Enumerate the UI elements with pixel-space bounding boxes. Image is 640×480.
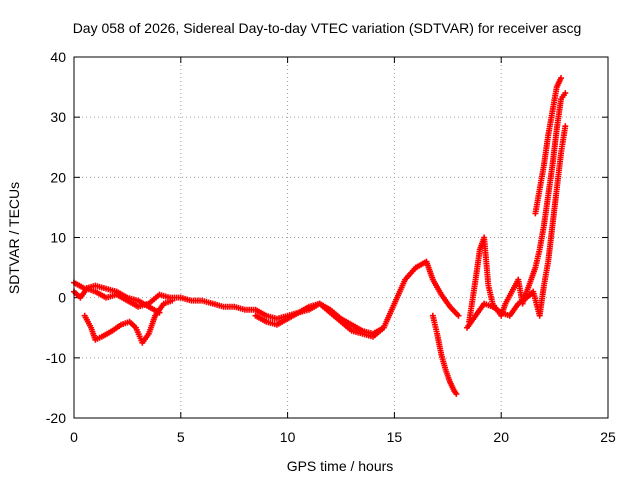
plot-frame [73, 56, 609, 419]
chart-title: Day 058 of 2026, Sidereal Day-to-day VTE… [73, 20, 582, 36]
x-tick-label: 25 [600, 429, 616, 445]
y-tick-label: -20 [46, 410, 66, 426]
data-point [558, 75, 565, 82]
data-point [562, 123, 569, 130]
y-tick-label: 30 [50, 109, 66, 125]
y-tick-label: 40 [50, 49, 66, 65]
y-axis-label: SDTVAR / TECUs [6, 182, 22, 294]
grid [73, 56, 609, 419]
data-point [169, 297, 176, 304]
data-point [455, 312, 462, 319]
data-point [156, 309, 163, 316]
x-tick-label: 10 [280, 429, 296, 445]
data-points [71, 75, 569, 397]
data-point [562, 90, 569, 97]
y-tick-label: 20 [50, 169, 66, 185]
data-point [380, 324, 387, 331]
y-tick-label: -10 [46, 350, 66, 366]
x-tick-label: 0 [70, 429, 78, 445]
x-tick-label: 15 [387, 429, 403, 445]
x-tick-label: 5 [177, 429, 185, 445]
y-tick-label: 0 [58, 290, 66, 306]
y-tick-label: 10 [50, 230, 66, 246]
x-tick-label: 20 [493, 429, 509, 445]
data-point [453, 390, 460, 397]
x-axis-label: GPS time / hours [287, 458, 394, 474]
tick-labels: 0 5 10 15 20 25 -20 -10 0 10 20 30 40 [46, 49, 616, 445]
